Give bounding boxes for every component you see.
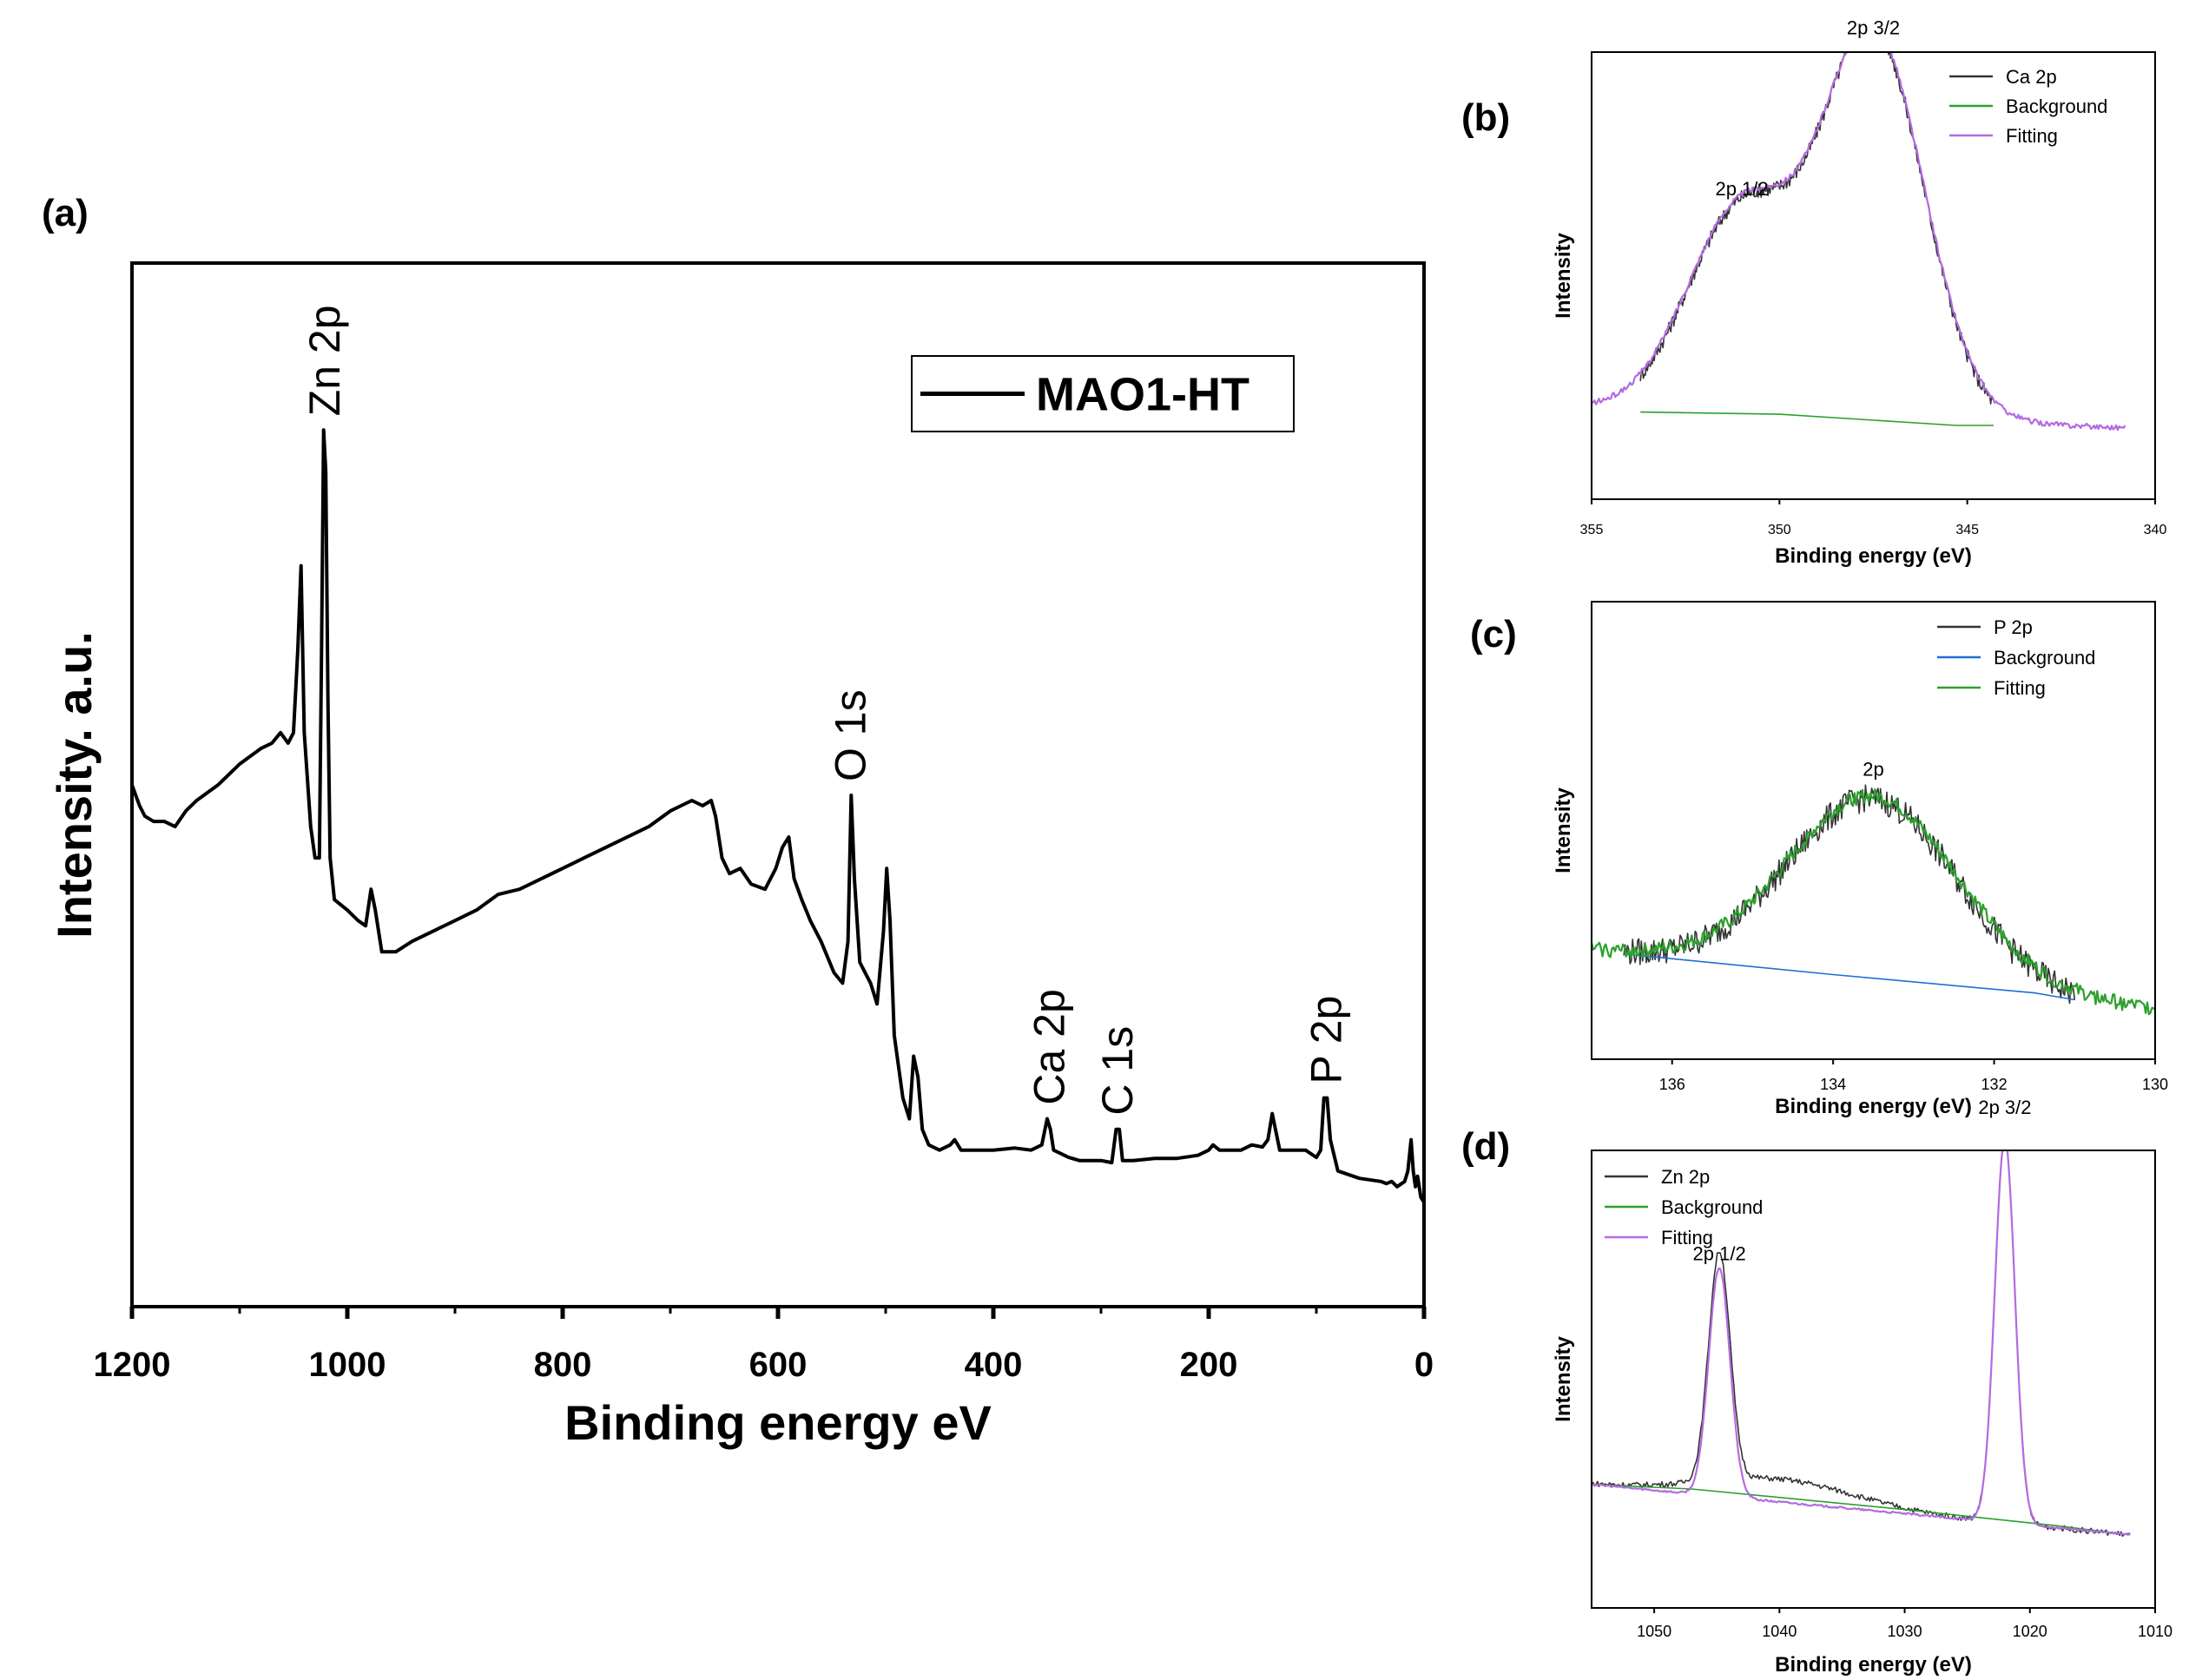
panel-a: (a) 1200 1000 800 600 400 200 0 Binding energy e… <box>42 192 1434 1450</box>
x-axis-label-a: Binding energy eV <box>564 1395 992 1450</box>
series-group-c <box>1592 784 2155 1016</box>
panel-label-d: (d) <box>1461 1125 1510 1168</box>
y-axis-label-d: Intensity <box>1552 1336 1575 1422</box>
panel-label-b: (b) <box>1461 96 1510 139</box>
x-axis-label-c: Binding energy (eV) <box>1775 1095 1972 1118</box>
legend-label-c: Fitting <box>1994 677 2046 699</box>
x-tick-label-a: 1200 <box>94 1346 171 1384</box>
x-axis-label-d: Binding energy (eV) <box>1775 1653 1972 1677</box>
x-tick-label-d: 1050 <box>1637 1623 1671 1640</box>
peak-label-a: P 2p <box>1302 996 1350 1084</box>
x-tick-label-c: 134 <box>1820 1076 1846 1093</box>
series-line-b-fitting <box>1592 52 2126 432</box>
series-group-d <box>1592 1150 2131 1538</box>
y-axis-label-b: Intensity <box>1552 233 1575 319</box>
x-tick-label-d: 1030 <box>1888 1623 1922 1640</box>
x-tick-label-d: 1020 <box>2013 1623 2047 1640</box>
x-tick-label-a: 400 <box>965 1346 1023 1384</box>
peak-label-a: Zn 2p <box>300 305 349 416</box>
peak-label-d: 2p 1/2 <box>1693 1242 1746 1264</box>
x-tick-label-d: 1040 <box>1762 1623 1797 1640</box>
series-line-d-background <box>1592 1483 2131 1536</box>
legend-label-d: Background <box>1661 1196 1763 1218</box>
y-axis-label-c: Intensity <box>1552 787 1575 873</box>
series-line-c-fitting <box>1592 788 2155 1016</box>
y-axis-label-a: Intensity. a.u. <box>47 631 102 939</box>
x-tick-label-b: 345 <box>1955 523 1979 537</box>
legend-label-d: Fitting <box>1661 1227 1713 1248</box>
panel-d: (d) 1050 1040 1030 1020 1010 Binding energy (e… <box>1461 1097 2173 1677</box>
series-line-d-fitting <box>1592 1150 2131 1536</box>
series-line-c-background <box>1624 953 2075 1001</box>
x-tick-label-a: 0 <box>1414 1346 1434 1384</box>
peak-label-b: 2p 3/2 <box>1847 16 1900 38</box>
peak-label-a: C 1s <box>1093 1026 1142 1116</box>
legend-label-c: P 2p <box>1994 616 2033 638</box>
peak-label-a: O 1s <box>826 689 874 781</box>
series-line-b-ca-2p <box>1639 52 1994 405</box>
series-group-b <box>1592 52 2126 432</box>
panel-label-a: (a) <box>42 192 89 234</box>
x-tick-label-c: 132 <box>1981 1076 2008 1093</box>
peak-label-b: 2p 1/2 <box>1715 178 1768 200</box>
x-tick-label-c: 130 <box>2142 1076 2168 1093</box>
series-group-a <box>132 428 1424 1203</box>
legend-label-d: Zn 2p <box>1661 1166 1710 1188</box>
x-tick-label-b: 340 <box>2144 523 2167 537</box>
panel-label-c: (c) <box>1470 613 1517 656</box>
x-tick-label-b: 350 <box>1768 523 1791 537</box>
plot-frame-b <box>1591 51 2156 500</box>
legend-label-b: Background <box>2006 96 2107 117</box>
x-tick-label-a: 1000 <box>309 1346 386 1384</box>
legend-label-a: MAO1-HT <box>1036 369 1249 421</box>
panel-b: (b) 355 350 345 340 Binding energy (eV) Intens… <box>1461 16 2166 568</box>
peak-label-c: 2p <box>1863 758 1883 780</box>
peak-label-a: Ca 2p <box>1025 989 1074 1104</box>
x-tick-label-a: 800 <box>534 1346 592 1384</box>
x-tick-label-b: 355 <box>1580 523 1604 537</box>
x-axis-label-b: Binding energy (eV) <box>1775 544 1972 568</box>
legend-label-c: Background <box>1994 647 2095 669</box>
series-line-c-p-2p <box>1623 784 2076 1005</box>
x-tick-label-d: 1010 <box>2138 1623 2173 1640</box>
legend-label-b: Ca 2p <box>2006 66 2057 88</box>
series-line-a-mao1-ht <box>132 428 1424 1203</box>
legend-label-b: Fitting <box>2006 125 2058 147</box>
panel-c: (c) 136 134 132 130 Binding energy (eV) Intens… <box>1470 601 2168 1118</box>
x-tick-label-a: 200 <box>1180 1346 1238 1384</box>
x-tick-label-a: 600 <box>749 1346 808 1384</box>
x-tick-label-c: 136 <box>1659 1076 1685 1093</box>
peak-label-d: 2p 3/2 <box>1978 1097 2031 1118</box>
series-line-b-background <box>1640 411 1994 426</box>
plot-frame-c <box>1591 601 2156 1060</box>
plot-frame-d <box>1591 1150 2156 1609</box>
